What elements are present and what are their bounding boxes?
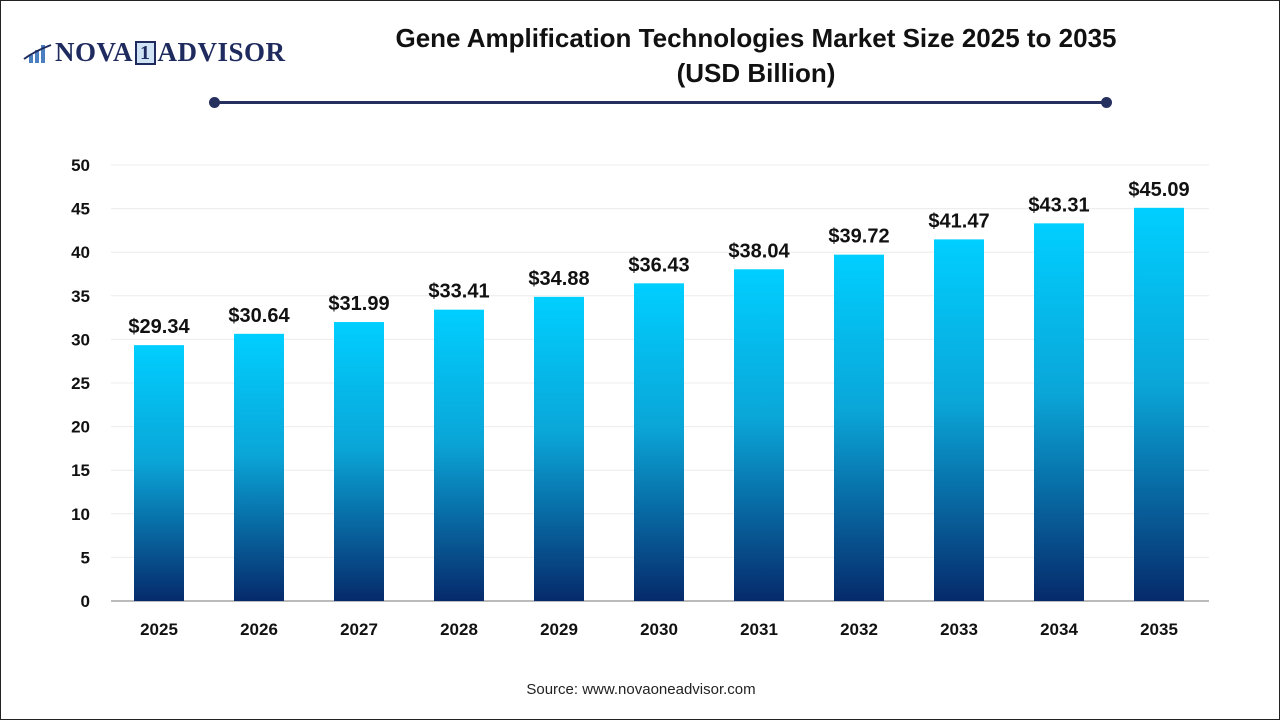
divider-dot-right — [1101, 97, 1112, 108]
data-label: $41.47 — [928, 210, 989, 232]
y-tick-label: 30 — [71, 330, 90, 349]
data-label: $31.99 — [328, 293, 389, 315]
y-tick-label: 5 — [81, 548, 90, 567]
data-label: $39.72 — [828, 226, 889, 248]
data-label: $43.31 — [1028, 194, 1089, 216]
logo-text-right: ADVISOR — [157, 37, 286, 67]
x-tick-label: 2035 — [1140, 620, 1178, 639]
x-tick-label: 2027 — [340, 620, 378, 639]
bar-2029 — [534, 296, 584, 601]
x-tick-label: 2034 — [1040, 620, 1078, 639]
bar-2027 — [334, 322, 384, 601]
bar-2035 — [1134, 207, 1184, 602]
x-tick-label: 2030 — [640, 620, 678, 639]
logo: NOVA 1 ADVISOR — [23, 37, 286, 68]
chart-title-main: Gene Amplification Technologies Market S… — [395, 23, 1117, 53]
x-tick-label: 2029 — [540, 620, 578, 639]
x-tick-label: 2025 — [140, 620, 178, 639]
bar-chart-logo-icon — [23, 43, 52, 63]
divider-dot-left — [209, 97, 220, 108]
bar-2028 — [434, 309, 484, 601]
x-tick-label: 2033 — [940, 620, 978, 639]
bar-2030 — [634, 283, 684, 601]
y-tick-label: 45 — [71, 200, 90, 219]
title-divider — [214, 101, 1107, 104]
bar-2026 — [234, 333, 284, 601]
y-tick-label: 50 — [71, 156, 90, 175]
y-tick-label: 0 — [81, 592, 90, 611]
chart-title: Gene Amplification Technologies Market S… — [301, 21, 1211, 91]
data-label: $45.09 — [1128, 179, 1189, 201]
y-tick-label: 25 — [71, 374, 90, 393]
logo-text-left: NOVA — [55, 37, 134, 67]
y-tick-label: 35 — [71, 287, 90, 306]
data-label: $29.34 — [128, 316, 190, 338]
bar-2034 — [1034, 223, 1084, 602]
bar-2025 — [134, 345, 184, 601]
bar-2032 — [834, 254, 884, 601]
x-tick-label: 2032 — [840, 620, 878, 639]
x-tick-label: 2031 — [740, 620, 778, 639]
y-tick-label: 40 — [71, 243, 90, 262]
source-note: Source: www.novaoneadvisor.com — [526, 681, 756, 698]
x-tick-label: 2026 — [240, 620, 278, 639]
data-label: $30.64 — [228, 305, 290, 327]
logo-text-box: 1 — [135, 40, 156, 65]
y-tick-label: 10 — [71, 505, 90, 524]
bar-2031 — [734, 269, 784, 601]
data-label: $33.41 — [428, 281, 489, 303]
data-label: $34.88 — [528, 268, 589, 290]
chart-subtitle: (USD Billion) — [676, 58, 836, 88]
x-tick-label: 2028 — [440, 620, 478, 639]
data-label: $38.04 — [728, 240, 790, 262]
bar-2033 — [934, 239, 984, 602]
data-label: $36.43 — [628, 254, 689, 276]
y-tick-label: 15 — [71, 461, 90, 480]
y-tick-label: 20 — [71, 418, 90, 437]
